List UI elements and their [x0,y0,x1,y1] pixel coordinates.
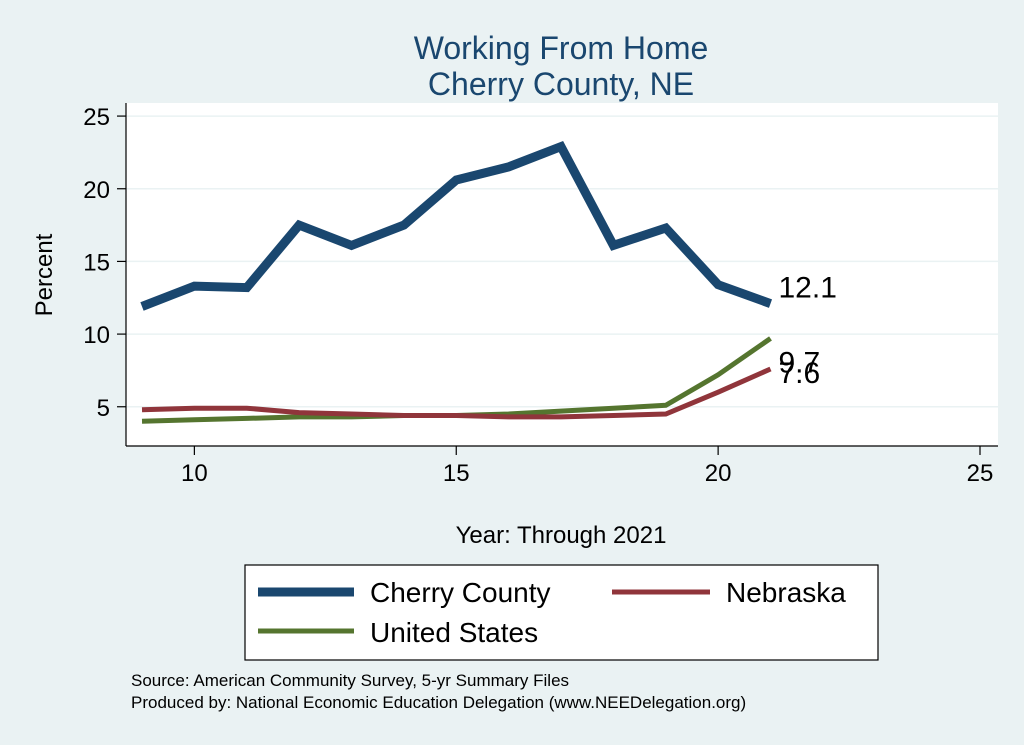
legend-label-nebraska: Nebraska [726,577,846,608]
axis-ticks: 5 10 15 20 25 10 15 20 25 [83,104,993,487]
y-tick-label: 5 [97,395,110,422]
chart-title-line-2: Cherry County, NE [428,66,694,102]
y-tick-label: 10 [83,322,110,349]
end-label-nebraska: 7.6 [779,357,821,390]
x-tick-label: 15 [443,460,470,487]
source-note: Source: American Community Survey, 5-yr … [131,671,569,690]
y-axis-title: Percent [31,233,58,316]
y-tick-label: 15 [83,249,110,276]
producer-note: Produced by: National Economic Education… [131,693,746,712]
chart-title-line-1: Working From Home [414,30,709,66]
x-axis-title: Year: Through 2021 [456,522,667,549]
x-tick-label: 10 [181,460,208,487]
legend-box [244,564,879,661]
x-tick-label: 25 [967,460,994,487]
x-tick-label: 20 [705,460,732,487]
legend: Cherry County Nebraska United States [258,577,846,648]
end-label-united-states: 9.7 [779,346,821,379]
end-label-cherry-county: 12.1 [779,272,837,305]
series-lines [140,140,773,424]
series-line-nebraska [141,366,772,420]
y-tick-label: 25 [83,104,110,131]
y-tick-label: 20 [83,177,110,204]
legend-label-united-states: United States [370,617,538,648]
series-line-cherry-county [140,140,773,311]
legend-label-cherry-county: Cherry County [370,577,551,608]
end-labels: 12.1 7.69.7 [779,272,837,390]
plot-area [126,103,998,446]
